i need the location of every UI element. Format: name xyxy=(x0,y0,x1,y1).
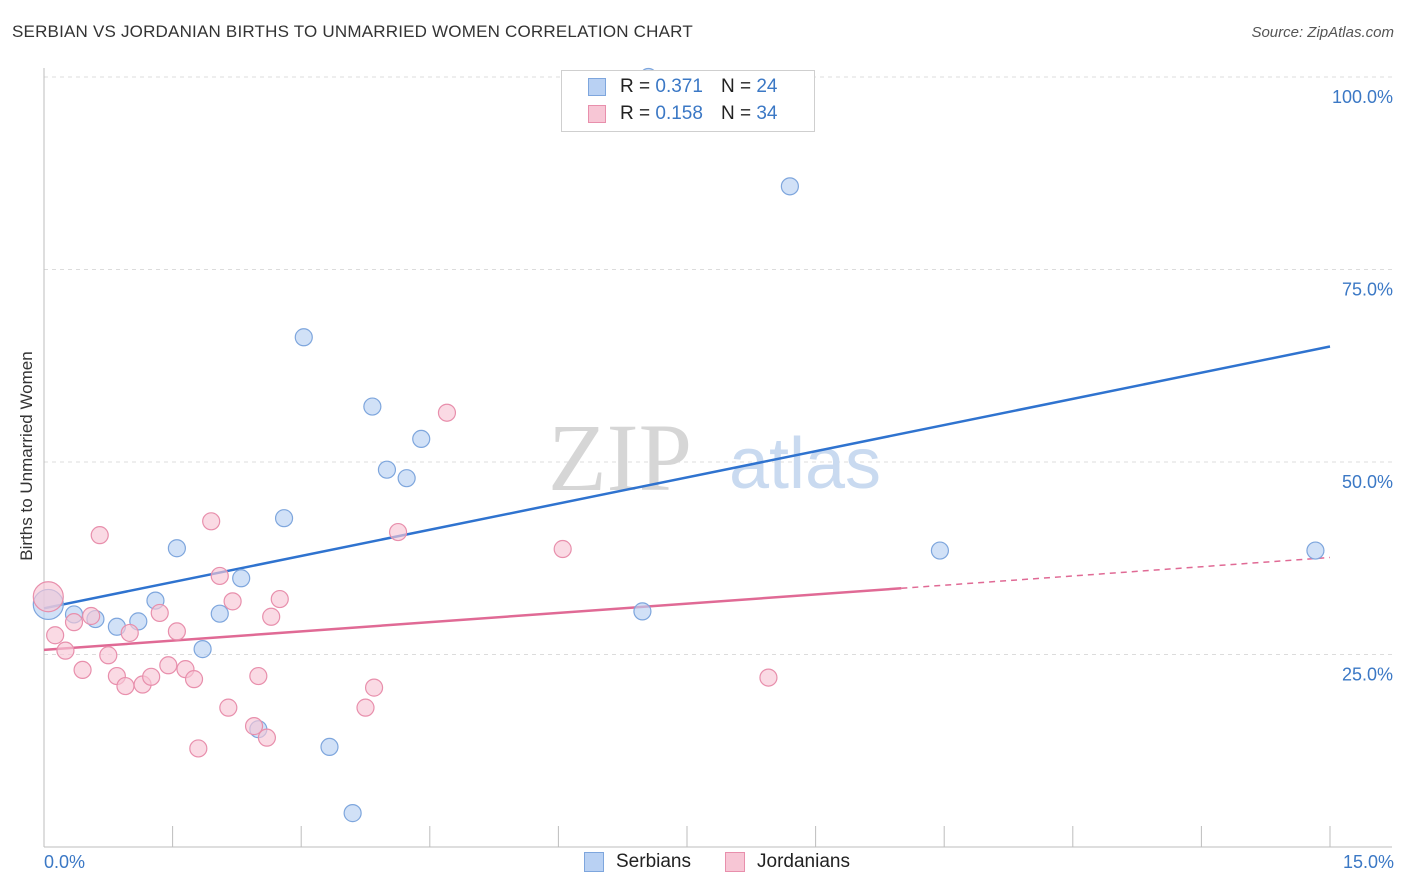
data-point-serbians xyxy=(294,328,313,347)
data-point-serbians xyxy=(633,602,652,621)
data-point-jordanians xyxy=(184,670,204,689)
legend-n-label: N = xyxy=(720,103,752,124)
data-point-jordanians xyxy=(388,522,408,542)
data-point-jordanians xyxy=(90,526,109,545)
data-point-jordanians xyxy=(202,512,221,531)
legend-item-serbians[interactable]: Serbians xyxy=(584,851,691,873)
data-point-serbians xyxy=(210,604,229,623)
data-point-serbians xyxy=(1306,541,1325,560)
chart-title: SERBIAN VS JORDANIAN BIRTHS TO UNMARRIED… xyxy=(12,22,693,41)
data-point-jordanians xyxy=(32,581,64,613)
data-point-jordanians xyxy=(364,678,384,697)
legend-r-label: R = xyxy=(620,76,651,97)
trend-line-jordanians xyxy=(43,587,902,652)
data-point-jordanians xyxy=(210,566,229,586)
data-point-jordanians xyxy=(150,603,169,623)
data-point-serbians xyxy=(193,640,212,659)
y-tick-label: 25.0% xyxy=(1342,665,1393,685)
series-legend: Serbians Jordanians xyxy=(0,851,1406,877)
y-tick-labels: 25.0% 50.0% 75.0% 100.0% xyxy=(1332,87,1393,685)
data-point-jordanians xyxy=(249,666,268,686)
data-point-jordanians xyxy=(64,613,84,632)
legend-swatch-jordanians xyxy=(725,852,745,872)
x-tick-label-max: 15.0% xyxy=(1342,852,1394,872)
data-point-jordanians xyxy=(46,626,65,645)
trend-lines xyxy=(43,345,1331,652)
legend-r-value-jordanians: 0.158 xyxy=(655,103,703,124)
data-point-jordanians xyxy=(759,668,778,687)
legend-n-label: N = xyxy=(720,76,752,97)
legend-row-serbians: R = 0.371 N = 24 xyxy=(588,75,777,99)
y-tick-label: 100.0% xyxy=(1332,87,1393,107)
data-point-serbians xyxy=(377,460,397,479)
watermark: ZIP atlas xyxy=(548,404,881,511)
legend-r-label: R = xyxy=(620,103,651,124)
y-axis-label: Births to Unmarried Women xyxy=(17,351,36,561)
data-point-jordanians xyxy=(167,622,186,641)
legend-item-jordanians[interactable]: Jordanians xyxy=(725,851,850,873)
data-point-jordanians xyxy=(116,676,135,696)
legend-label-serbians: Serbians xyxy=(616,851,691,872)
data-point-jordanians xyxy=(223,592,242,611)
data-point-serbians xyxy=(363,397,382,416)
points-layer xyxy=(32,67,1325,823)
legend-swatch-serbians xyxy=(588,78,606,96)
data-point-serbians xyxy=(167,539,186,558)
data-point-jordanians xyxy=(244,717,264,736)
data-point-jordanians xyxy=(56,641,75,660)
legend-r-value-serbians: 0.371 xyxy=(655,76,703,97)
legend-label-jordanians: Jordanians xyxy=(757,851,850,872)
y-tick-label: 75.0% xyxy=(1342,280,1393,300)
data-point-serbians xyxy=(780,177,799,196)
data-point-jordanians xyxy=(356,698,375,717)
trend-line-extension-jordanians xyxy=(901,556,1331,590)
data-point-serbians xyxy=(343,804,362,823)
data-point-jordanians xyxy=(99,646,118,665)
data-point-jordanians xyxy=(82,606,101,626)
trend-line-serbians xyxy=(43,345,1331,610)
source-label: Source: ZipAtlas.com xyxy=(1251,24,1394,41)
data-point-jordanians xyxy=(437,403,457,422)
legend-swatch-serbians xyxy=(584,852,604,872)
stats-legend: R = 0.371 N = 24 R = 0.158 N = 34 xyxy=(561,70,815,132)
data-point-jordanians xyxy=(159,656,178,675)
legend-n-value-jordanians: 34 xyxy=(756,103,778,124)
data-point-jordanians xyxy=(262,607,281,626)
data-point-jordanians xyxy=(553,539,572,559)
data-point-jordanians xyxy=(142,667,161,686)
data-point-jordanians xyxy=(189,739,208,758)
data-point-serbians xyxy=(397,469,416,488)
axis-layer xyxy=(43,68,1392,848)
legend-n-value-serbians: 24 xyxy=(756,76,778,97)
data-point-serbians xyxy=(232,569,251,588)
legend-row-jordanians: R = 0.158 N = 34 xyxy=(588,102,777,126)
data-point-jordanians xyxy=(270,589,289,609)
data-point-jordanians xyxy=(73,660,92,680)
data-point-serbians xyxy=(274,509,294,528)
legend-swatch-jordanians xyxy=(588,105,606,123)
data-point-serbians xyxy=(412,429,431,448)
data-point-jordanians xyxy=(120,623,139,643)
y-tick-label: 50.0% xyxy=(1342,472,1393,492)
data-point-serbians xyxy=(930,541,950,560)
data-point-jordanians xyxy=(219,698,238,717)
data-point-jordanians xyxy=(257,728,277,747)
x-tick-label-min: 0.0% xyxy=(44,852,86,872)
data-point-serbians xyxy=(320,737,339,757)
grid-layer xyxy=(44,76,1392,655)
watermark-zip: ZIP xyxy=(548,404,692,511)
